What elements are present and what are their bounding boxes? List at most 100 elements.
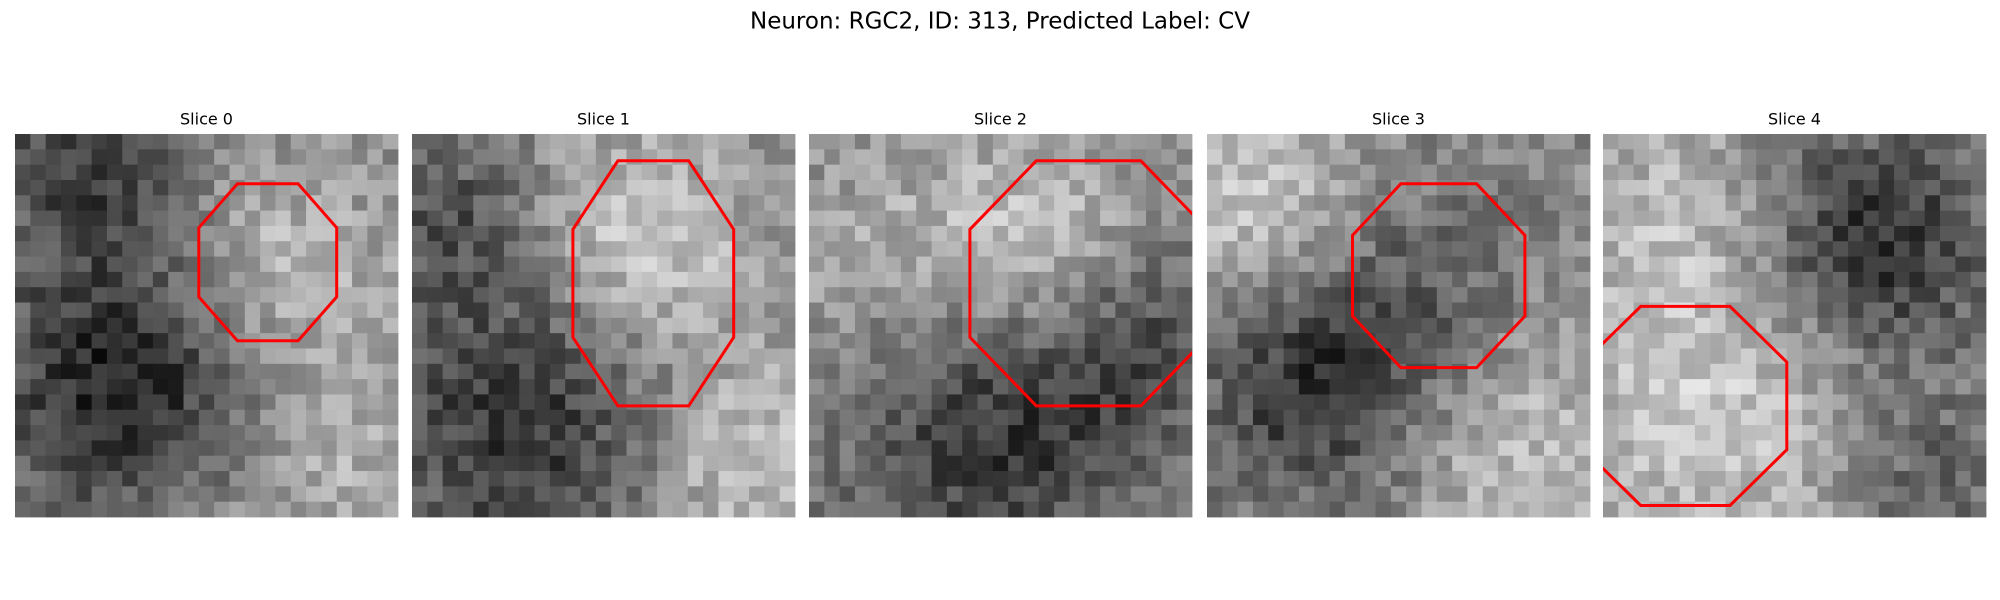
pixel	[580, 501, 597, 518]
pixel	[260, 440, 276, 457]
pixel	[1084, 271, 1101, 288]
pixel	[1940, 363, 1956, 380]
pixel	[779, 134, 796, 150]
pixel	[198, 363, 215, 380]
pixel	[1069, 394, 1086, 411]
pixel	[122, 348, 138, 365]
pixel	[1574, 179, 1591, 196]
pixel	[1832, 225, 1849, 242]
pixel	[1498, 409, 1514, 426]
pixel	[1329, 348, 1346, 365]
pixel	[1679, 287, 1696, 303]
pixel	[457, 241, 474, 257]
pixel	[733, 149, 750, 166]
pixel	[1406, 287, 1422, 303]
pixel	[1222, 195, 1239, 211]
pixel	[352, 394, 368, 411]
pixel	[1375, 455, 1392, 472]
pixel	[962, 486, 978, 503]
pixel	[1008, 486, 1024, 503]
pixel	[870, 241, 886, 257]
pixel	[1559, 455, 1576, 472]
pixel	[1222, 471, 1239, 487]
pixel	[229, 394, 246, 411]
pixel	[198, 164, 215, 181]
pixel	[260, 271, 276, 288]
pixel	[1771, 440, 1788, 457]
pixel	[1314, 440, 1330, 457]
pixel	[1513, 394, 1530, 411]
pixel	[1756, 409, 1772, 426]
pixel	[260, 287, 276, 303]
pixel	[1513, 179, 1530, 196]
pixel	[779, 486, 796, 503]
pixel	[122, 501, 138, 518]
pixel	[30, 271, 47, 288]
pixel	[1924, 394, 1941, 411]
pixel	[60, 179, 77, 196]
pixel	[1421, 164, 1438, 181]
pixel	[336, 149, 353, 166]
pixel	[1802, 317, 1818, 334]
pixel	[779, 317, 796, 334]
pixel	[1955, 348, 1972, 365]
pixel	[367, 501, 384, 518]
pixel	[1222, 241, 1239, 257]
pixel	[1222, 271, 1239, 288]
pixel	[1633, 179, 1650, 196]
pixel	[427, 394, 444, 411]
pixel	[1817, 210, 1834, 227]
pixel	[626, 225, 643, 242]
pixel	[1740, 501, 1757, 518]
pixel	[733, 134, 750, 150]
pixel	[687, 271, 704, 288]
pixel	[672, 379, 689, 395]
pixel	[122, 409, 138, 426]
pixel	[580, 302, 597, 319]
pixel	[382, 363, 399, 380]
pixel	[275, 195, 292, 211]
pixel	[1222, 394, 1239, 411]
pixel	[412, 225, 428, 242]
pixel	[1421, 195, 1438, 211]
pixel	[1786, 409, 1803, 426]
pixel	[672, 225, 689, 242]
pixel	[442, 256, 459, 273]
pixel	[1940, 440, 1956, 457]
pixel	[1970, 271, 1987, 288]
pixel	[549, 471, 566, 487]
pixel	[1817, 164, 1834, 181]
pixel	[687, 225, 704, 242]
pixel	[1894, 455, 1910, 472]
pixel	[764, 195, 781, 211]
pixel	[1406, 317, 1422, 334]
pixel	[1329, 134, 1346, 150]
image	[412, 134, 796, 518]
pixel	[931, 317, 948, 334]
pixel	[870, 271, 886, 288]
pixel	[1176, 333, 1193, 349]
pixel	[1940, 271, 1956, 288]
pixel	[641, 241, 658, 257]
pixel	[488, 241, 505, 257]
pixel	[290, 195, 307, 211]
pixel	[1603, 409, 1619, 426]
pixel	[503, 501, 520, 518]
pixel	[1115, 195, 1132, 211]
pixel	[1161, 179, 1178, 196]
pixel	[657, 333, 673, 349]
pixel	[1894, 471, 1910, 487]
pixel	[1633, 409, 1650, 426]
pixel	[1894, 256, 1910, 273]
pixel	[1054, 256, 1070, 273]
pixel	[779, 195, 796, 211]
pixel	[565, 149, 581, 166]
pixel	[1069, 317, 1086, 334]
pixel	[152, 225, 169, 242]
pixel	[275, 455, 292, 472]
pixel	[1375, 440, 1392, 457]
pixel	[519, 241, 535, 257]
pixel	[1648, 179, 1665, 196]
pixel	[1023, 195, 1040, 211]
pixel	[824, 149, 841, 166]
